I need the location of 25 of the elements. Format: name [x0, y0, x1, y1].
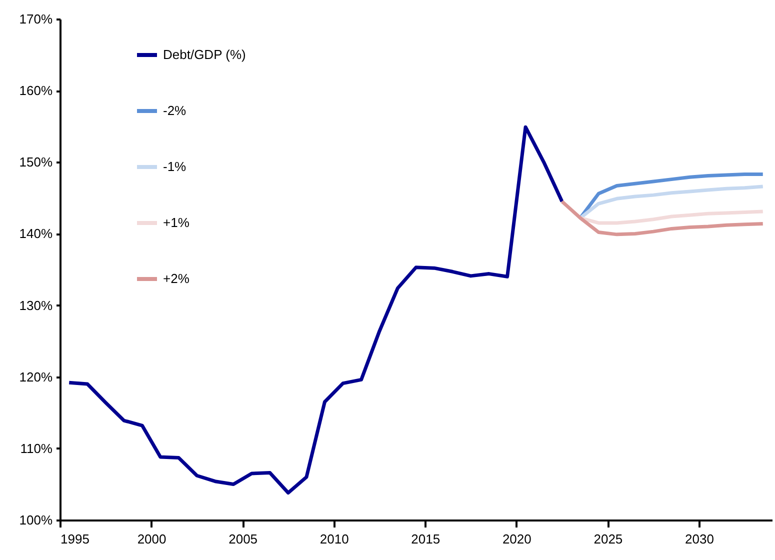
y-tick-label: 150%	[19, 154, 53, 170]
legend-label: -2%	[163, 103, 187, 118]
x-tick-label: 2010	[320, 532, 349, 546]
y-tick-label: 110%	[20, 440, 53, 456]
x-tick-label: 2025	[594, 532, 623, 546]
x-tick-label: 2005	[228, 532, 258, 546]
line-series	[67, 125, 564, 495]
x-tick-label: 2000	[137, 532, 166, 546]
y-tick-label: 170%	[19, 12, 53, 26]
y-tick-label: 130%	[19, 298, 53, 313]
y-tick-label: 140%	[19, 226, 53, 242]
legend-label: -1%	[163, 159, 187, 174]
x-tick-label: 2030	[685, 532, 714, 546]
y-tick-label: 160%	[19, 83, 53, 98]
line-series	[578, 184, 765, 220]
legend-label: +2%	[163, 271, 190, 286]
x-tick-label: 1995	[60, 532, 90, 546]
legend-label: Debt/GDP (%)	[163, 47, 246, 62]
y-tick-label: 100%	[19, 512, 53, 528]
x-tick-label: 2015	[411, 532, 440, 546]
line-series	[560, 200, 765, 236]
x-tick-label: 2020	[502, 532, 532, 546]
line-series	[578, 210, 765, 225]
y-tick-label: 120%	[19, 369, 53, 384]
legend-label: +1%	[163, 215, 190, 230]
